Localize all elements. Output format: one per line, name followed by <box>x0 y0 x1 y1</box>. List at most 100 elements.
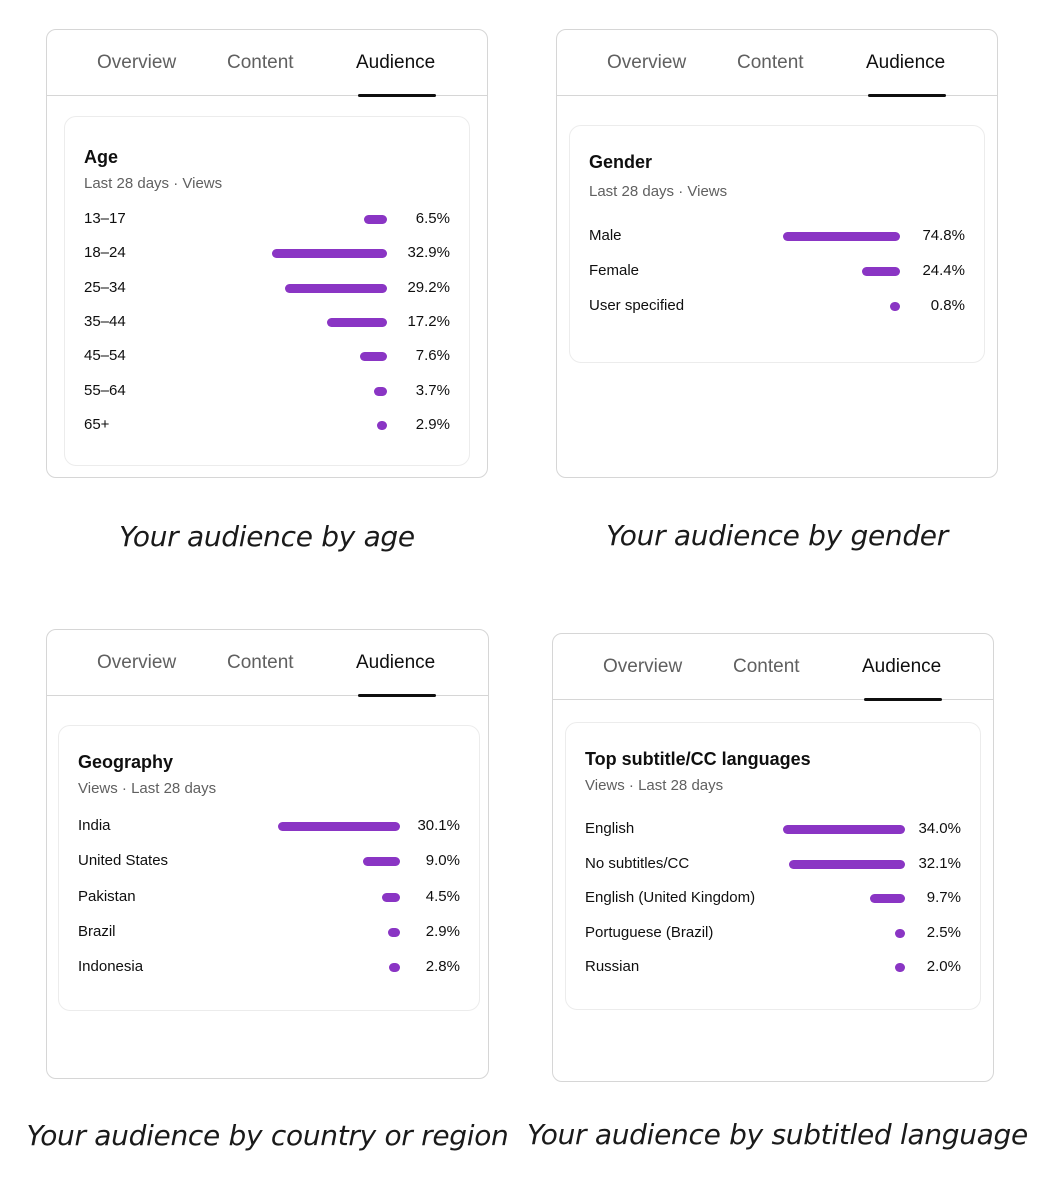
percentage-bar <box>870 894 905 903</box>
tab-overview[interactable]: Overview <box>603 656 683 677</box>
list-item: Male 74.8% <box>570 225 984 247</box>
percentage-bar <box>782 232 900 241</box>
age-card: Age Last 28 days · Views 13–17 6.5% 18–24 3… <box>64 116 470 466</box>
percentage-bar <box>364 215 387 224</box>
row-value: 34.0% <box>918 820 961 837</box>
card-title: Geography <box>78 752 174 772</box>
tab-content[interactable]: Content <box>227 652 294 673</box>
age-panel: Overview Content Audience Age Last 28 da… <box>46 29 488 478</box>
list-item: Female 24.4% <box>570 260 984 282</box>
gender-card: Gender Last 28 days · Views Male 74.8% Fem… <box>569 125 985 363</box>
row-value: 2.0% <box>926 958 961 975</box>
card-title: Top subtitle/CC languages <box>585 749 811 769</box>
row-value: 29.2% <box>407 278 450 296</box>
percentage-bar <box>388 963 400 973</box>
percentage-bar <box>360 352 387 362</box>
active-tab-indicator <box>358 693 436 697</box>
row-label: 65+ <box>84 415 110 433</box>
row-value: 2.9% <box>415 415 450 433</box>
percentage-bar <box>363 857 400 867</box>
percentage-bar <box>277 822 400 831</box>
percentage-bar <box>861 267 900 276</box>
geography-panel: Overview Content Audience Geography View… <box>46 629 489 1079</box>
row-value: 2.9% <box>425 922 460 940</box>
subtitle-languages-card: Top subtitle/CC languages Views · Last 2… <box>565 722 981 1010</box>
list-item: 25–34 29.2% <box>65 277 469 299</box>
percentage-bar <box>895 963 905 972</box>
list-item: India 30.1% <box>59 815 479 837</box>
row-label: Male <box>589 227 622 244</box>
row-value: 4.5% <box>425 887 460 905</box>
card-subtitle: Last 28 days · Views <box>589 183 728 200</box>
row-value: 32.1% <box>918 854 961 872</box>
tab-overview[interactable]: Overview <box>97 652 177 673</box>
card-title: Age <box>84 147 119 167</box>
tab-overview[interactable]: Overview <box>607 52 687 73</box>
tab-audience[interactable]: Audience <box>866 52 946 73</box>
row-value: 9.7% <box>926 889 961 906</box>
list-item: 55–64 3.7% <box>65 380 469 402</box>
row-label: 55–64 <box>84 381 126 399</box>
percentage-bar <box>284 283 387 293</box>
percentage-bar <box>782 825 905 834</box>
row-value: 24.4% <box>922 262 965 279</box>
percentage-bar <box>326 317 387 327</box>
tab-audience[interactable]: Audience <box>356 652 436 673</box>
row-label: United States <box>78 852 169 870</box>
row-label: 25–34 <box>84 278 126 296</box>
caption-age: Your audience by age <box>119 520 415 553</box>
row-label: English <box>585 820 635 837</box>
list-item: Portuguese (Brazil) 2.5% <box>566 922 980 944</box>
tab-content[interactable]: Content <box>733 656 800 677</box>
percentage-bar <box>388 927 400 937</box>
list-item: Indonesia 2.8% <box>59 956 479 978</box>
row-label: Russian <box>585 958 640 975</box>
percentage-bar <box>381 892 400 902</box>
active-tab-indicator <box>864 697 942 701</box>
list-item: 13–17 6.5% <box>65 208 469 230</box>
tab-content[interactable]: Content <box>737 52 804 73</box>
card-subtitle: Last 28 days · Views <box>84 175 223 192</box>
tab-audience[interactable]: Audience <box>862 656 942 677</box>
row-value: 2.5% <box>926 923 961 941</box>
list-item: English 34.0% <box>566 818 980 840</box>
list-item: Russian 2.0% <box>566 956 980 978</box>
percentage-bar <box>271 249 387 259</box>
tab-audience[interactable]: Audience <box>356 52 436 73</box>
geography-card: Geography Views · Last 28 days India 30.1… <box>58 725 480 1011</box>
card-subtitle: Views · Last 28 days <box>78 780 217 797</box>
percentage-bar <box>789 859 905 869</box>
row-value: 0.8% <box>930 297 965 314</box>
row-label: 45–54 <box>84 347 126 365</box>
tab-bar: Overview Content Audience <box>557 30 997 97</box>
active-tab-indicator <box>868 93 946 97</box>
list-item: United States 9.0% <box>59 850 479 872</box>
row-label: English (United Kingdom) <box>585 889 756 906</box>
row-label: 13–17 <box>84 210 126 227</box>
percentage-bar <box>895 928 905 938</box>
active-tab-indicator <box>358 93 436 97</box>
list-item: 45–54 7.6% <box>65 345 469 367</box>
caption-geography: Your audience by country or region <box>26 1119 509 1152</box>
percentage-bar <box>890 302 900 311</box>
row-label: No subtitles/CC <box>585 854 690 872</box>
row-value: 3.7% <box>415 381 450 399</box>
row-value: 30.1% <box>417 817 460 834</box>
row-label: User specified <box>589 297 685 314</box>
subtitle-languages-panel: Overview Content Audience Top subtitle/C… <box>552 633 994 1082</box>
gender-panel: Overview Content Audience Gender Last 28… <box>556 29 998 478</box>
row-label: Brazil <box>78 922 116 940</box>
list-item: 65+ 2.9% <box>65 414 469 436</box>
tab-bar: Overview Content Audience <box>47 630 488 697</box>
row-value: 17.2% <box>407 312 450 330</box>
row-label: 18–24 <box>84 244 126 262</box>
list-item: 35–44 17.2% <box>65 311 469 333</box>
tab-content[interactable]: Content <box>227 52 294 73</box>
tab-overview[interactable]: Overview <box>97 52 177 73</box>
row-value: 9.0% <box>425 852 460 870</box>
row-value: 2.8% <box>425 958 460 976</box>
row-value: 7.6% <box>415 347 450 365</box>
row-label: Pakistan <box>78 887 136 905</box>
row-label: Indonesia <box>78 958 144 976</box>
row-label: 35–44 <box>84 312 126 330</box>
